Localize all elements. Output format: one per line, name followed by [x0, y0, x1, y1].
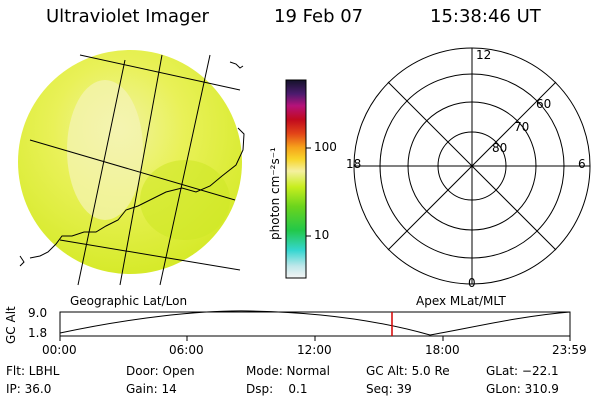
dsp-info: Dsp: 0.1: [246, 382, 308, 396]
polar-grid: [353, 47, 591, 285]
altitude-xtick-1: 06:00: [169, 343, 204, 357]
filter-info: Flt: LBHL: [6, 364, 60, 378]
altitude-ytick-bottom: 1.8: [28, 326, 48, 340]
date-label: 19 Feb 07: [274, 6, 364, 27]
ip-info: IP: 36.0: [6, 382, 52, 396]
coastline: [19, 61, 245, 267]
colorbar-tick-100: 100: [314, 140, 337, 154]
gc-alt-info: GC Alt: 5.0 Re: [366, 364, 450, 378]
time-label: 15:38:46 UT: [430, 6, 541, 27]
lat-label-60: 60: [536, 97, 552, 111]
altitude-xtick-0: 00:00: [42, 343, 77, 357]
lat-label-80: 80: [492, 141, 508, 155]
seq-info: Seq: 39: [366, 382, 412, 396]
altitude-ylabel: GC Alt: [4, 306, 18, 344]
altitude-xtick-4: 23:59: [552, 343, 587, 357]
altitude-xtick-3: 18:00: [425, 343, 460, 357]
gain-info: Gain: 14: [126, 382, 177, 396]
altitude-ytick-top: 9.0: [28, 306, 48, 320]
mlt-label-12: 12: [476, 48, 492, 62]
geographic-grid: [29, 54, 241, 286]
colorbar: [285, 79, 311, 279]
mlt-label-18: 18: [346, 157, 362, 171]
mlt-label-6: 6: [578, 157, 586, 171]
altitude-plot: [59, 310, 571, 341]
mode-info: Mode: Normal: [246, 364, 330, 378]
glat-info: GLat: −22.1: [486, 364, 559, 378]
right-panel-caption: Apex MLat/MLT: [416, 294, 506, 308]
colorbar-unit-label: photon cm⁻²s⁻¹: [268, 147, 282, 240]
door-info: Door: Open: [126, 364, 195, 378]
lat-label-70: 70: [514, 120, 530, 134]
colorbar-tick-10: 10: [314, 228, 330, 242]
instrument-title: Ultraviolet Imager: [46, 6, 209, 27]
altitude-xtick-2: 12:00: [297, 343, 332, 357]
mlt-label-0: 0: [468, 276, 476, 290]
left-panel-caption: Geographic Lat/Lon: [70, 294, 188, 308]
glon-info: GLon: 310.9: [486, 382, 559, 396]
uv-image-disk: [18, 50, 242, 274]
